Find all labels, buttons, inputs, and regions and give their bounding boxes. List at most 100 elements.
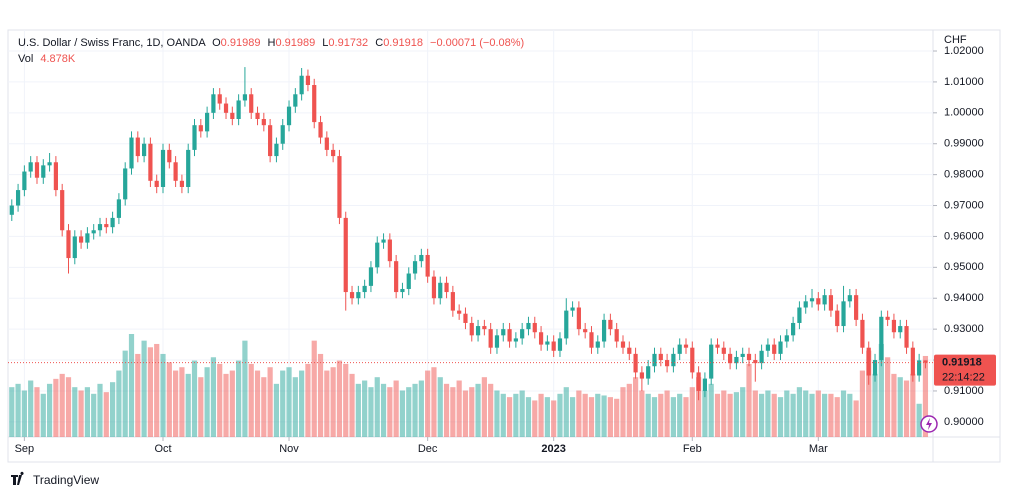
x-tick-label: 2023 (541, 443, 565, 455)
volume-bar (330, 367, 336, 437)
candle-body (104, 224, 109, 228)
volume-bar (670, 397, 676, 437)
volume-bar (525, 397, 532, 437)
volume-bar (15, 383, 21, 437)
volume-bar (437, 377, 443, 437)
currency-label: CHF (944, 34, 967, 46)
volume-bar (59, 373, 65, 437)
volume-bar (336, 360, 343, 437)
volume-bar (664, 390, 670, 437)
brand: TradingView (11, 471, 99, 487)
candle-body (412, 261, 418, 274)
volume-bar (141, 340, 147, 437)
candle-body (759, 350, 764, 364)
volume-bar (620, 387, 626, 437)
candle-body (728, 353, 733, 364)
candle-body (205, 112, 210, 132)
y-tick-label: 0.97000 (944, 199, 984, 211)
candle-body (457, 310, 462, 314)
volume-bar (34, 387, 40, 437)
candle-body (772, 344, 777, 354)
candle-body (331, 149, 336, 157)
ohlc-key: L (322, 37, 329, 49)
volume-bar (689, 387, 695, 437)
volume-bar (128, 334, 135, 437)
volume-bar (261, 377, 267, 437)
volume-bar (393, 380, 399, 437)
volume-bar (557, 393, 563, 437)
candle-body (318, 122, 323, 138)
candle-body (614, 329, 619, 342)
legend: U.S. Dollar / Swiss Franc, 1D, OANDA O0.… (18, 35, 524, 67)
candle-body (129, 137, 134, 169)
volume-bar (790, 393, 796, 437)
volume-bar (916, 403, 922, 437)
price-label-box (934, 354, 996, 386)
brand-name: TradingView (33, 473, 99, 487)
candle-body (828, 295, 834, 311)
candle-body (923, 360, 928, 363)
volume-bar (513, 393, 519, 437)
candle-body (148, 143, 153, 181)
volume-bar (551, 400, 557, 437)
volume-bar (469, 387, 475, 437)
candle-body (746, 353, 752, 361)
candle-body (394, 261, 399, 293)
volume-bar (387, 387, 393, 437)
volume-bar (878, 343, 884, 437)
volume-bar (116, 370, 122, 437)
candle-body (589, 332, 594, 348)
volume-bar (135, 353, 141, 437)
volume-bar (847, 393, 853, 437)
volume-bar (714, 393, 721, 437)
candle-body (154, 180, 159, 187)
candle-body (765, 344, 771, 351)
volume-bar (204, 367, 210, 437)
volume-bar (588, 397, 595, 437)
volume-bar (595, 393, 601, 437)
candle-body (627, 347, 632, 354)
x-tick-label: Dec (418, 443, 438, 455)
candle-body (664, 360, 670, 367)
x-tick-label: Mar (809, 443, 828, 455)
volume-bar (412, 383, 418, 437)
y-tick-label: 0.90000 (944, 416, 984, 428)
candle-body (173, 162, 178, 181)
volume-bar (286, 367, 292, 437)
volume-bar (784, 390, 790, 437)
volume-bar (9, 387, 15, 437)
volume-bar (173, 370, 179, 437)
volume-bar (538, 393, 544, 437)
candle-body (419, 254, 424, 262)
volume-bar (97, 383, 103, 437)
candle-body (53, 162, 58, 191)
candle-body (709, 344, 714, 379)
candle-body (135, 137, 140, 157)
volume-value: 4.878K (40, 53, 76, 65)
candle-body (97, 224, 103, 231)
candle-body (671, 353, 676, 367)
candle-body (223, 103, 229, 113)
candle-body (526, 322, 531, 330)
x-tick-label: Sep (15, 443, 35, 455)
candle-body (85, 233, 90, 243)
volume-bar (305, 363, 311, 437)
volume-bar (46, 383, 53, 437)
volume-bar (532, 400, 538, 437)
volume-bar (242, 340, 248, 437)
candle-body (72, 236, 77, 259)
volume-bar (273, 383, 280, 437)
volume-bar (299, 370, 305, 437)
volume-bar (380, 383, 387, 437)
volume-bar (853, 400, 859, 437)
volume-bar (727, 393, 733, 437)
candle-body (583, 329, 588, 333)
volume-bar (903, 380, 910, 437)
candle-body (885, 316, 890, 320)
volume-bar (746, 363, 752, 437)
volume-bar (311, 340, 317, 437)
volume-bar (198, 377, 204, 437)
volume-bar (488, 383, 494, 437)
candle-body (488, 329, 493, 348)
